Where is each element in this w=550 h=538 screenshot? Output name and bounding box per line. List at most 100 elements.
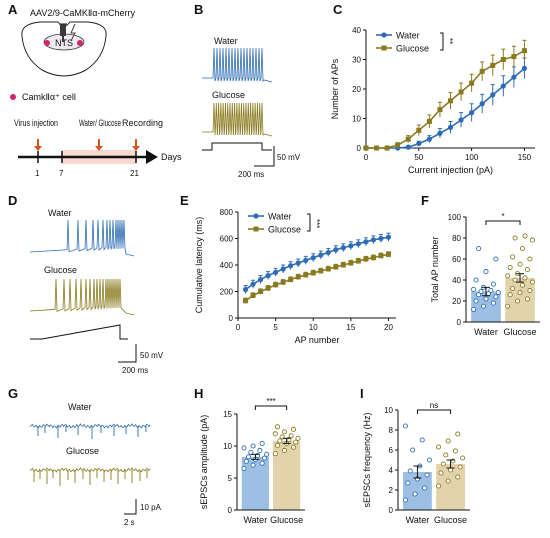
panel-letter-f: F: [421, 193, 429, 208]
data-point-glucose: [370, 255, 376, 261]
data-point-glucose: [479, 68, 485, 74]
panel-a: AAV2/9-CaMKⅡα-mCherry NTS CamkⅡα⁺ cell 1…: [10, 8, 182, 178]
data-point-glucose: [273, 282, 279, 288]
legend-marker: [381, 45, 387, 51]
data-dot-glucose: [517, 261, 523, 267]
data-point-water: [348, 243, 354, 249]
data-point-glucose: [395, 142, 401, 148]
data-dot-glucose: [505, 273, 511, 279]
scale-bar-time: 2 s: [124, 518, 135, 527]
data-point-glucose: [469, 80, 475, 86]
data-point-water: [265, 273, 271, 279]
legend-dot: [10, 94, 16, 100]
data-dot-glucose: [517, 290, 523, 296]
data-dot-glucose: [529, 237, 535, 243]
data-point-glucose: [374, 145, 380, 151]
camk-cell-dot: [44, 40, 50, 46]
data-dot-water: [250, 443, 256, 449]
data-point-water: [378, 235, 384, 242]
data-dot-water: [490, 300, 496, 306]
timeline-unit: Days: [161, 152, 182, 162]
data-dot-water: [250, 462, 256, 468]
data-dot-water: [426, 457, 432, 463]
y-axis-label: Number of APs: [330, 58, 340, 119]
legend-label: Water: [268, 212, 292, 222]
data-point-water: [333, 247, 339, 253]
data-point-water: [479, 101, 485, 107]
data-point-water: [385, 234, 392, 240]
timeline-tick-label: 1: [35, 169, 40, 178]
data-point-glucose: [355, 258, 361, 264]
data-dot-glucose: [512, 235, 518, 241]
y-tick-label: 30: [352, 56, 361, 65]
data-dot-glucose: [272, 451, 278, 457]
y-tick-label: 10: [384, 406, 393, 415]
event-label-treatment: Water/ Glucose: [79, 118, 121, 128]
data-dot-glucose: [281, 429, 287, 435]
data-dot-glucose: [505, 303, 511, 309]
data-point-water: [273, 269, 279, 275]
data-point-glucose: [325, 266, 331, 272]
y-tick-label: 10: [223, 442, 232, 451]
virus-label: AAV2/9-CaMKⅡα-mCherry: [30, 8, 135, 18]
y-tick-label: 4: [389, 466, 394, 475]
data-dot-glucose: [438, 470, 444, 476]
data-dot-glucose: [529, 279, 535, 285]
event-arrow-icon: [132, 139, 140, 151]
data-point-water: [405, 144, 411, 150]
data-dot-glucose: [443, 452, 449, 458]
data-point-glucose: [295, 274, 301, 280]
data-point-glucose: [318, 268, 324, 274]
x-tick-label: 0: [236, 323, 241, 332]
timeline-tick-label: 21: [130, 169, 139, 178]
y-tick-label: 0: [389, 506, 394, 515]
data-dot-glucose: [510, 254, 516, 260]
y-tick-label: 80: [452, 234, 461, 243]
y-tick-label: 0: [357, 144, 362, 153]
data-dot-glucose: [507, 292, 513, 298]
data-dot-water: [243, 458, 249, 464]
data-dot-glucose: [519, 282, 526, 288]
glucose-sepsc-trace: [29, 467, 151, 486]
chart-ap-vs-current: 0 50 100 150 0 10 20 30 40 Current injection (pA)…: [330, 26, 535, 175]
data-dot-water: [264, 451, 270, 457]
trace-label-water: Water: [68, 402, 92, 412]
data-dot-water: [473, 277, 479, 283]
syringe-icon: [59, 23, 67, 42]
data-dot-glucose: [519, 245, 526, 252]
data-point-glucose: [426, 118, 432, 124]
water-sepsc-trace: [29, 423, 151, 439]
data-point-glucose: [521, 48, 527, 54]
data-dot-water: [412, 491, 418, 497]
data-point-glucose: [258, 289, 264, 294]
x-category-label: Water: [244, 515, 268, 525]
y-tick-label: 400: [220, 261, 234, 270]
y-tick-label: 40: [452, 276, 461, 285]
significance-bracket: [416, 409, 452, 414]
data-dot-water: [490, 281, 496, 287]
data-dot-glucose: [436, 444, 442, 450]
data-dot-water: [246, 454, 252, 460]
data-point-glucose: [340, 262, 346, 268]
panel-letter-i: I: [360, 386, 364, 401]
legend-marker: [381, 32, 387, 38]
data-point-glucose: [363, 256, 369, 262]
data-dot-glucose: [272, 431, 278, 437]
legend-label: Glucose: [268, 225, 301, 235]
data-dot-glucose: [445, 478, 451, 484]
legend-marker: [253, 213, 259, 219]
y-tick-label: 200: [220, 288, 234, 297]
data-dot-water: [410, 447, 416, 453]
data-point-water: [242, 286, 249, 293]
camk-cell-dot: [77, 40, 83, 46]
significance-label: ns: [430, 401, 438, 410]
panel-letter-d: D: [8, 193, 17, 208]
chart-sepsc-frequency: Water Glucose 0 2 4 6 8 10 sEPSCs frequency (Hz)…: [362, 401, 470, 525]
data-point-glucose: [333, 264, 339, 270]
panel-letter-b: B: [194, 2, 203, 17]
chart-sepsc-amplitude: Water Glucose 0 5 10 15 sEPSCs amplitude (pA) *…: [199, 397, 305, 525]
x-tick-label: 50: [414, 153, 423, 162]
data-point-water: [490, 92, 496, 98]
data-dot-glucose: [455, 431, 461, 437]
